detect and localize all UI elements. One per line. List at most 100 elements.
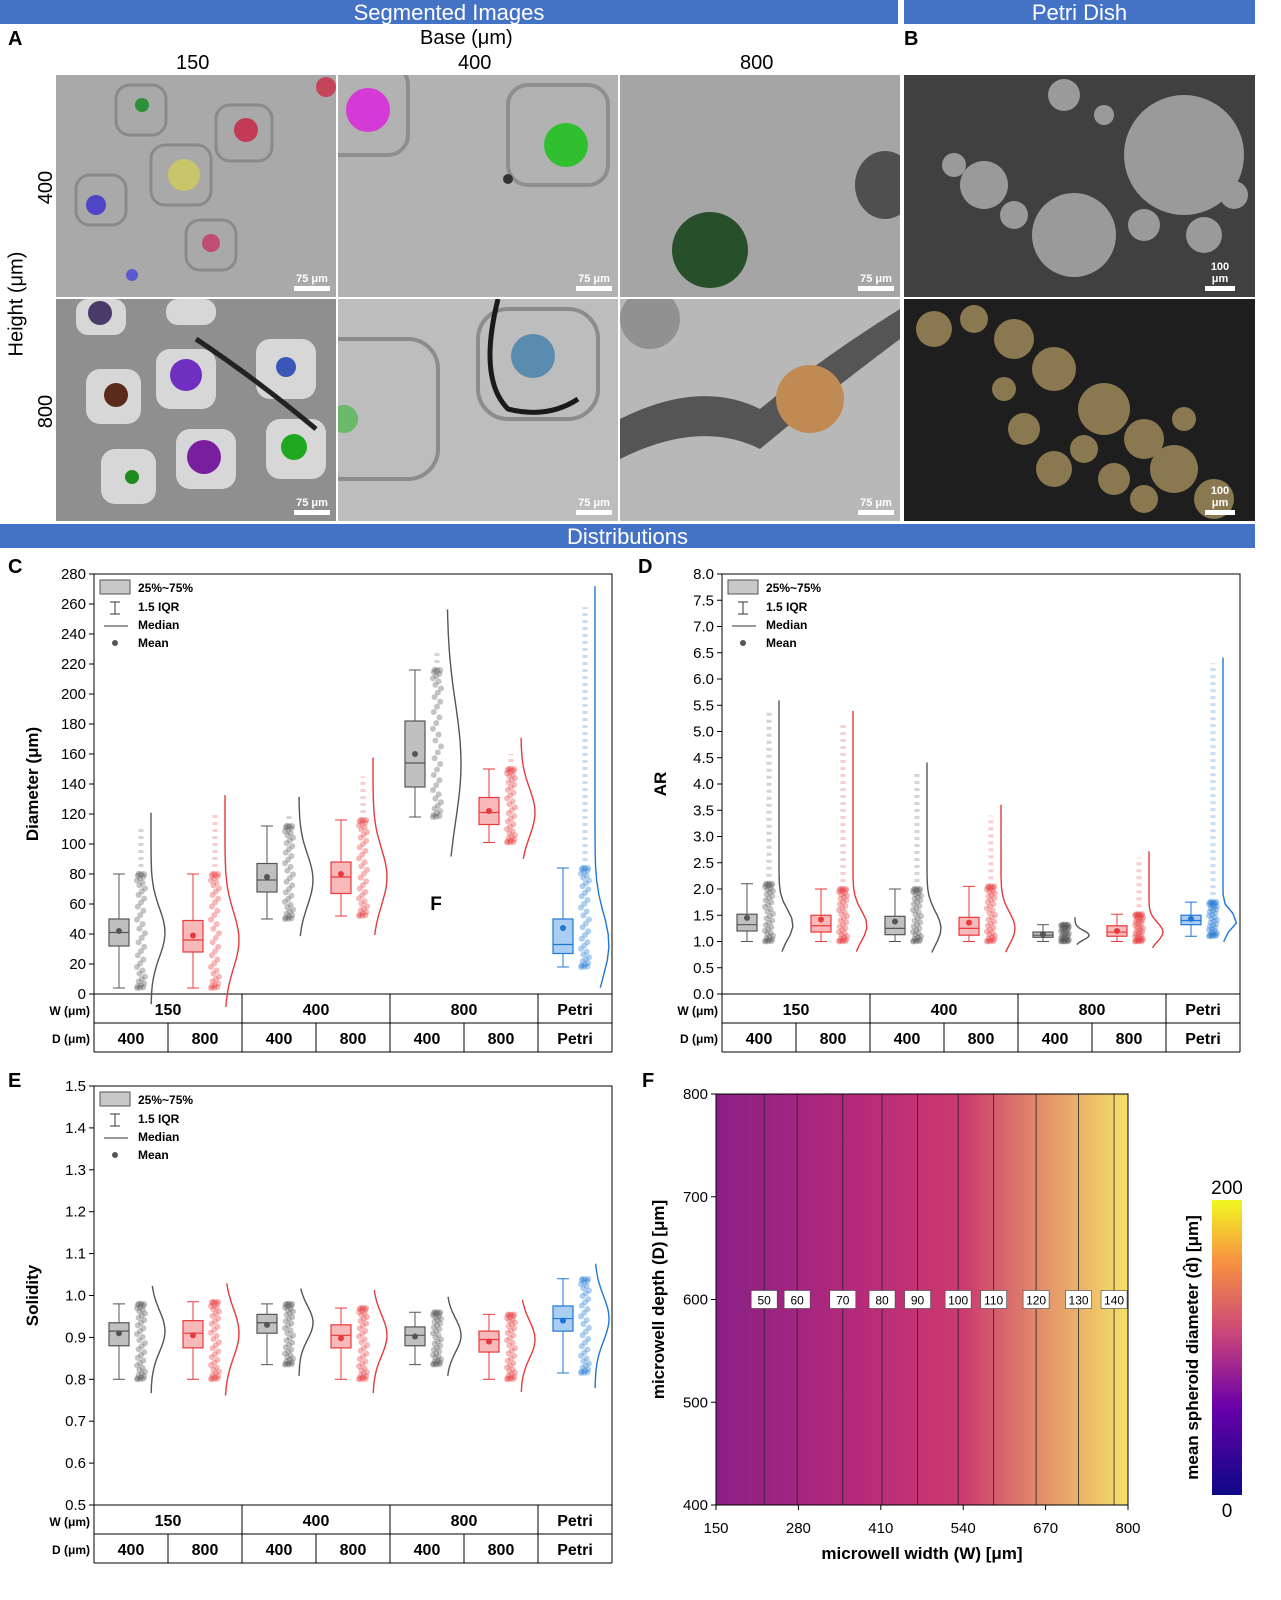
data-point xyxy=(1134,924,1141,931)
data-point xyxy=(836,889,842,896)
data-point xyxy=(578,866,585,873)
data-point xyxy=(431,694,438,701)
data-point xyxy=(1135,921,1142,928)
data-point xyxy=(1064,927,1071,934)
data-point xyxy=(578,893,585,900)
data-point xyxy=(1132,922,1138,929)
data-point xyxy=(436,714,443,721)
data-point xyxy=(988,891,995,898)
data-point xyxy=(1062,925,1068,932)
table-w-value: 150 xyxy=(155,1513,182,1530)
data-point xyxy=(282,860,288,867)
data-point xyxy=(213,967,220,974)
data-point xyxy=(1210,904,1217,911)
data-point xyxy=(214,1323,221,1330)
colorbar-min-label: 0 xyxy=(1222,1501,1233,1522)
data-point xyxy=(762,903,768,910)
data-point xyxy=(208,1329,214,1336)
data-point xyxy=(763,915,770,922)
y-tick-label: 7.0 xyxy=(693,619,714,636)
data-point xyxy=(586,1324,592,1331)
y-tick-label: 0.9 xyxy=(65,1329,86,1346)
data-point xyxy=(362,819,369,826)
data-point xyxy=(434,749,441,756)
table-w-label: W (μm) xyxy=(677,1004,718,1018)
data-point xyxy=(433,1350,440,1357)
y-tick-label: 180 xyxy=(61,716,86,733)
data-point xyxy=(282,1361,288,1368)
distribution-curve xyxy=(1000,804,1016,953)
data-point xyxy=(1063,923,1070,930)
y-tick-label: 1.0 xyxy=(65,1288,86,1305)
data-point xyxy=(578,935,585,942)
data-point xyxy=(1136,926,1143,933)
data-point xyxy=(134,872,141,879)
data-point xyxy=(984,899,991,906)
data-point xyxy=(585,1335,592,1342)
data-point xyxy=(1137,913,1144,920)
data-point xyxy=(284,1306,291,1313)
data-point xyxy=(215,871,222,878)
data-point xyxy=(212,871,218,878)
data-point xyxy=(290,1332,296,1339)
contour-label: 80 xyxy=(875,1294,889,1308)
data-point xyxy=(431,1318,438,1325)
data-point xyxy=(838,891,845,898)
distribution-curve xyxy=(778,700,794,952)
data-point xyxy=(138,1343,145,1350)
data-point xyxy=(436,777,443,784)
data-point xyxy=(767,885,774,892)
data-point xyxy=(360,831,367,838)
data-point xyxy=(766,889,773,896)
legend-mean-swatch xyxy=(112,1152,118,1158)
data-point xyxy=(1206,923,1213,930)
distribution-curve xyxy=(594,586,610,988)
data-point xyxy=(762,927,768,934)
data-point xyxy=(837,886,844,892)
data-point xyxy=(582,1276,588,1283)
data-point xyxy=(762,884,768,891)
data-point xyxy=(916,938,923,945)
data-point xyxy=(582,1328,589,1335)
data-point xyxy=(142,1368,148,1375)
data-point xyxy=(430,1346,437,1353)
data-point xyxy=(138,1312,145,1319)
data-point xyxy=(285,915,292,922)
y-tick-label: 100 xyxy=(61,836,86,853)
data-point xyxy=(363,1373,370,1380)
data-point xyxy=(430,786,436,793)
data-point xyxy=(1133,911,1140,918)
data-point xyxy=(584,963,591,970)
distribution-curve xyxy=(852,710,868,952)
distribution-curve xyxy=(150,812,166,1005)
legend-median-label: Median xyxy=(138,618,179,632)
data-point xyxy=(509,798,516,805)
data-point xyxy=(432,1334,439,1341)
data-point xyxy=(914,915,921,922)
data-point xyxy=(208,1299,215,1306)
data-point xyxy=(140,873,147,880)
data-point xyxy=(913,888,920,895)
data-point xyxy=(1132,938,1139,945)
panel-letter-e: E xyxy=(8,1070,22,1092)
data-point xyxy=(216,930,222,937)
data-point xyxy=(286,913,292,920)
data-point xyxy=(361,1310,368,1317)
data-point xyxy=(430,1310,437,1317)
y-tick-label: 6.5 xyxy=(693,645,714,662)
data-point xyxy=(139,1364,146,1371)
table-d-value: 800 xyxy=(968,1031,995,1048)
data-point xyxy=(1058,938,1064,945)
mean-marker xyxy=(486,1338,492,1345)
data-point xyxy=(765,883,772,890)
data-point xyxy=(504,1315,510,1322)
data-point xyxy=(505,1311,512,1318)
data-point xyxy=(987,903,994,910)
data-point xyxy=(138,982,144,989)
data-point xyxy=(985,893,992,900)
distribution-curve xyxy=(298,796,314,937)
data-point xyxy=(286,1360,292,1367)
y-tick-label: 1.1 xyxy=(65,1246,86,1263)
scale-bar-label: 75 μm xyxy=(860,273,892,285)
data-point xyxy=(511,1311,518,1318)
